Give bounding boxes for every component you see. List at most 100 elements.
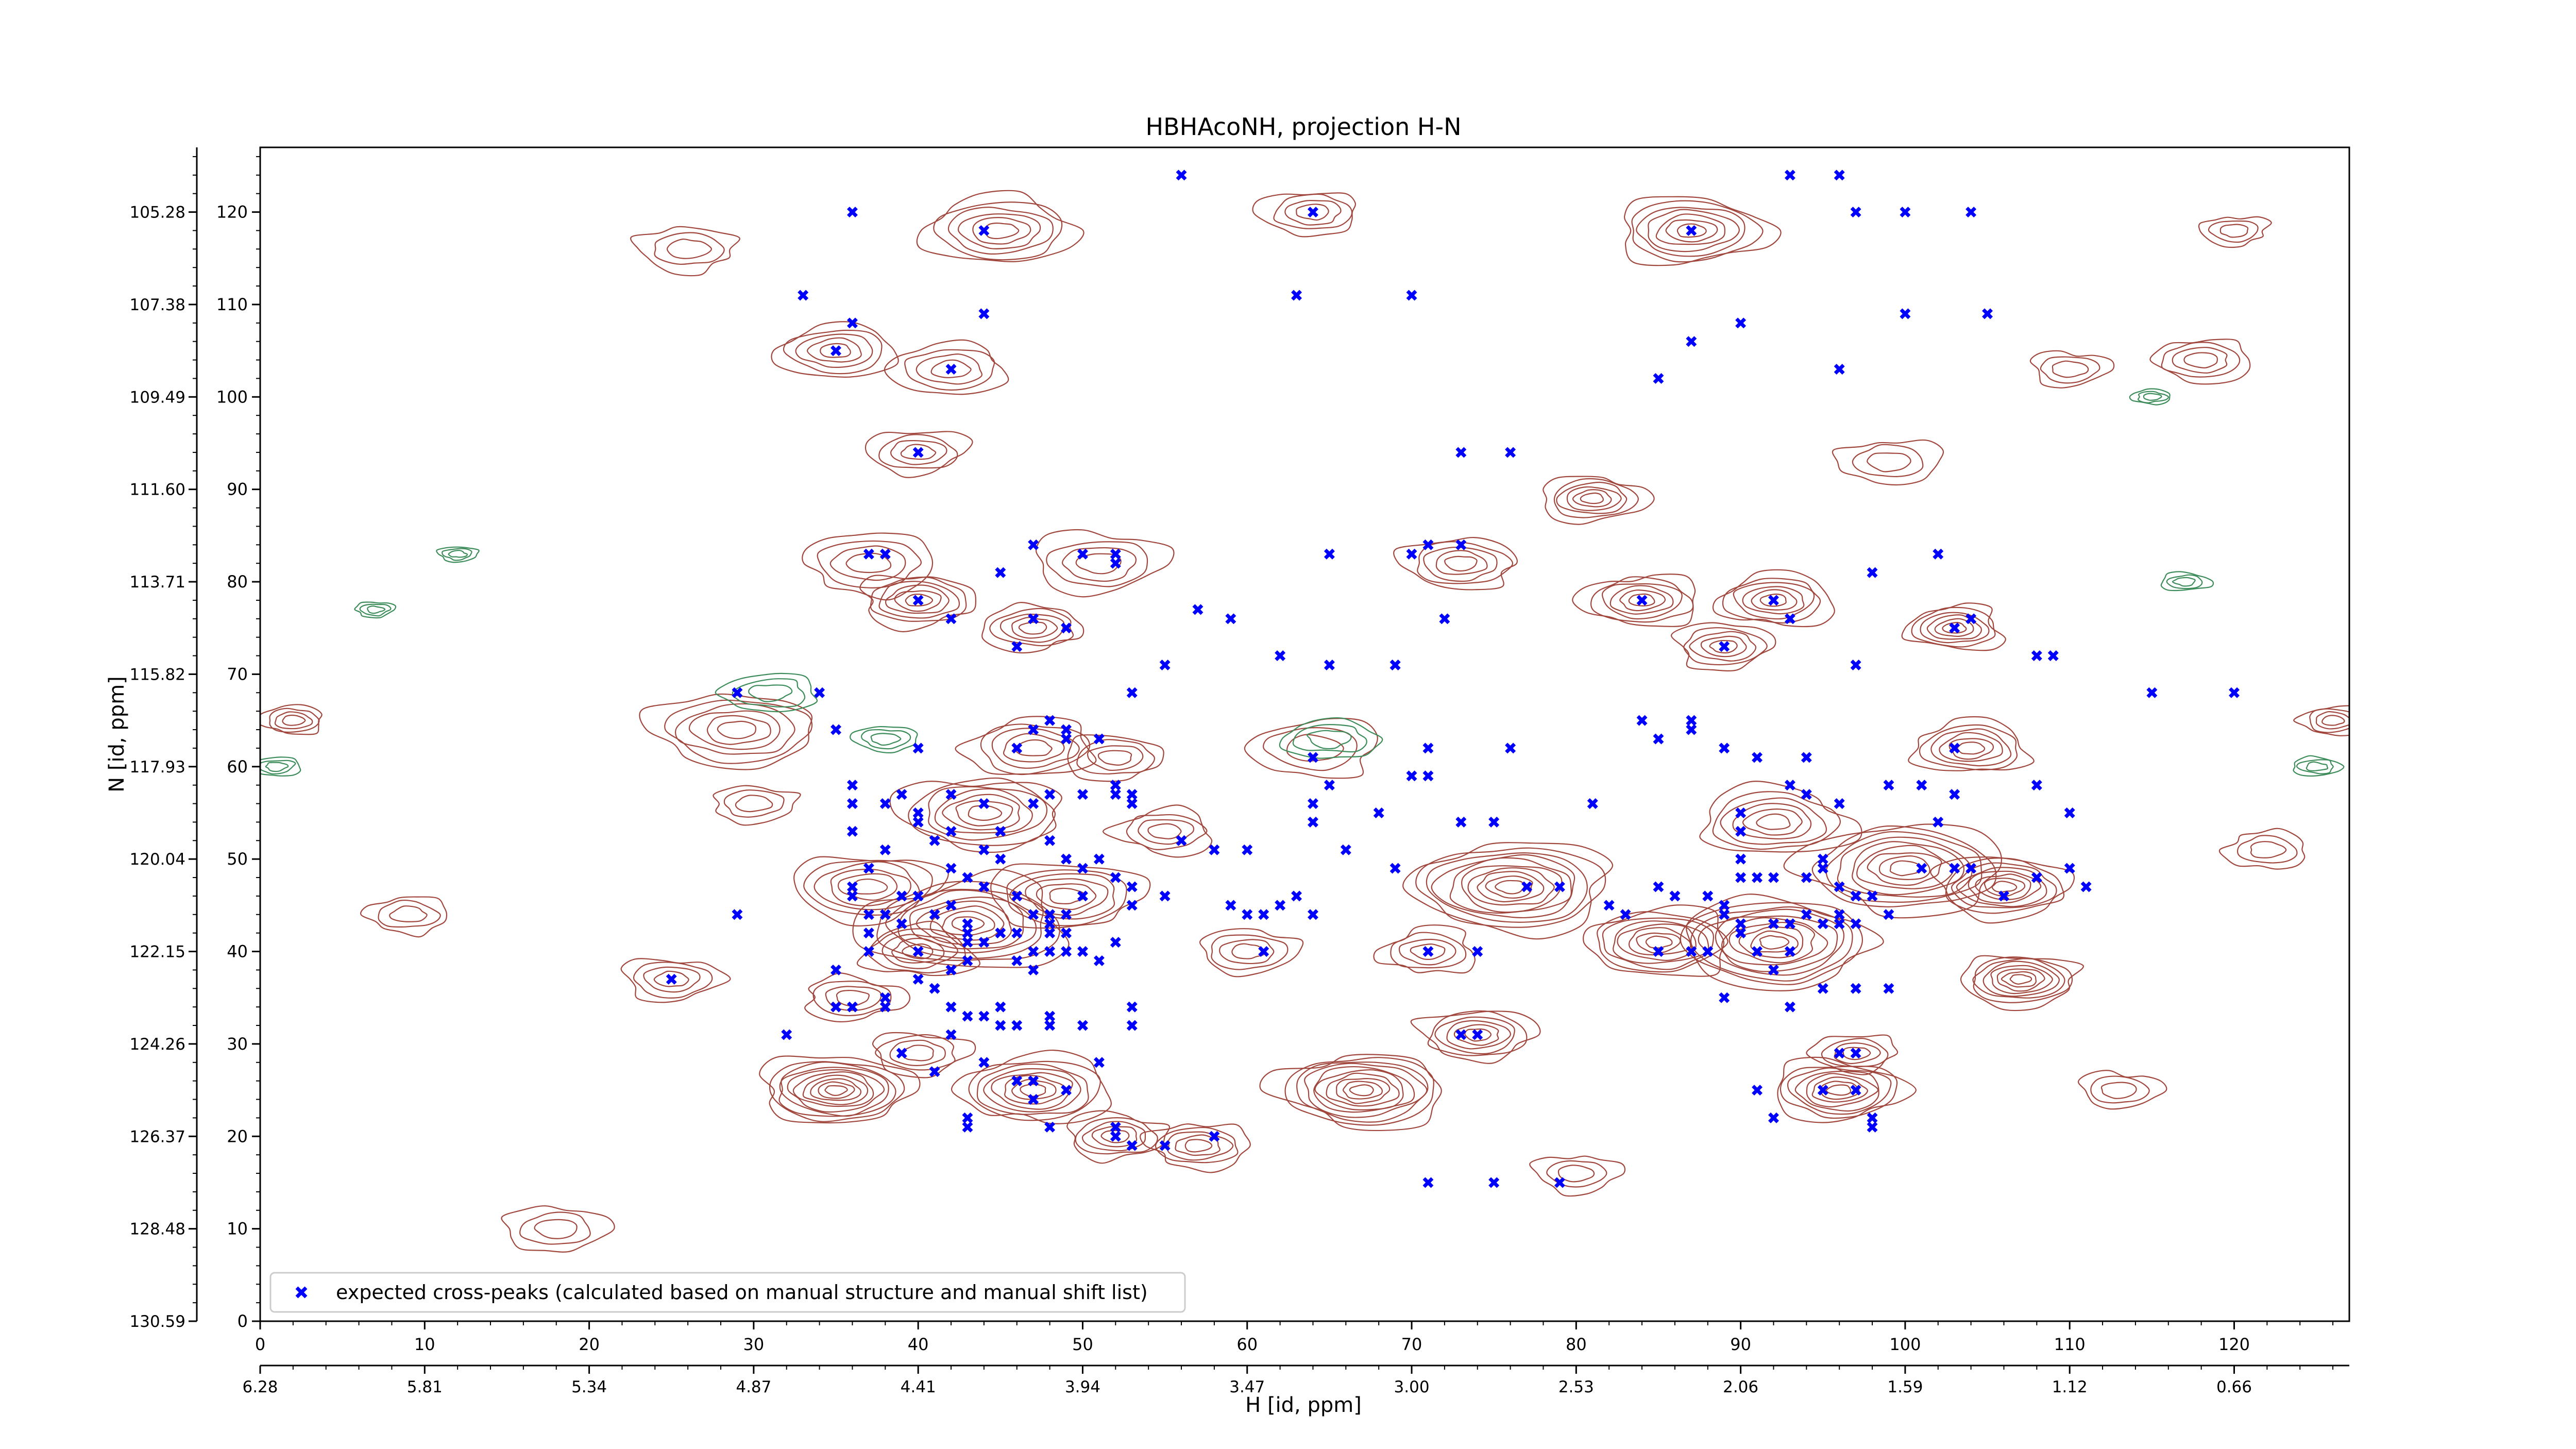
cross-peak-marker [962,918,973,930]
positive-contour [991,728,1080,769]
positive-contour [1939,732,2003,762]
positive-contour [889,780,1062,853]
positive-contour [991,1072,1073,1110]
x-ppm-tick-label: 2.53 [1558,1378,1594,1396]
cross-peak-marker [1422,1177,1434,1188]
positive-contour [1036,883,1097,911]
positive-contour [1175,1134,1221,1156]
cross-peak-marker [1061,909,1072,920]
cross-peak-marker [896,890,907,902]
positive-contour [1617,923,1697,961]
x-index-tick-label: 120 [2218,1335,2250,1354]
x-index-tick-label: 50 [1072,1335,1093,1354]
positive-contour [2100,1082,2137,1099]
y-index-tick-label: 0 [238,1311,248,1331]
y-ppm-tick-label: 111.60 [130,481,185,499]
cross-peak-marker [1784,918,1795,930]
cross-peak-marker [945,1029,957,1040]
positive-contour [2029,350,2115,389]
cross-peak-marker [1044,909,1056,920]
positive-contour [904,349,995,391]
positive-contour [1852,841,1965,896]
positive-contour [1435,550,1488,575]
positive-contour [1756,813,1791,830]
cross-peak-marker [1850,1085,1861,1096]
positive-contour [1011,617,1058,639]
positive-contour [837,873,898,901]
positive-contour [802,532,934,601]
positive-contour [852,868,1070,968]
positive-contour [1728,921,1815,964]
positive-contour [976,1063,1089,1115]
negative-contour [2172,577,2196,587]
positive-contour [2198,216,2272,248]
positive-contour [947,206,1054,255]
negative-contour [2306,761,2329,772]
cross-peak-marker [1455,539,1467,550]
cross-peak-marker [1702,946,1714,957]
cross-peak-marker [995,853,1006,865]
positive-contour [1720,797,1827,845]
positive-contour [787,1069,885,1113]
positive-contour [260,704,323,735]
cross-peak-marker [1801,909,1812,920]
positive-contour [1529,1155,1626,1197]
cross-peak-marker [2031,650,2042,662]
cross-peak-marker [995,825,1006,837]
cross-peak-marker [846,317,858,329]
cross-peak-marker [1307,798,1318,810]
y-index-tick-label: 20 [227,1126,248,1146]
positive-contour [1842,1047,1871,1060]
cross-peak-marker [1620,909,1631,920]
positive-contour [1628,593,1655,606]
cross-peak-marker [1768,595,1779,606]
positive-contour [2183,352,2218,368]
cross-peak-marker [1735,872,1747,883]
cross-peak-marker [945,825,957,837]
positive-contour [878,581,960,619]
cross-peak-marker [1686,336,1697,347]
cross-peak-marker [1900,308,1911,319]
cross-peak-marker [1735,317,1747,329]
x-ppm-tick-label: 1.12 [2052,1378,2088,1396]
cross-peak-marker [1209,844,1220,855]
positive-contour [845,552,892,574]
positive-contour [870,577,967,622]
y-ppm-tick-label: 109.49 [130,388,185,407]
positive-contour [829,545,906,581]
positive-contour [2077,1070,2167,1110]
positive-contour [1597,911,1728,973]
cross-peak-marker [1093,733,1105,745]
positive-contour [778,1062,896,1117]
positive-contour [1982,961,2060,997]
positive-contour [1343,1081,1383,1100]
cross-peak-marker [1258,946,1269,957]
positive-contour [783,329,883,375]
positive-contour [1671,622,1776,671]
positive-contour [713,785,801,826]
cross-peak-marker [1077,548,1088,560]
y-index-tick-label: 10 [227,1219,248,1239]
positive-contour [1184,1139,1213,1153]
positive-contour [1147,823,1182,839]
positive-contour [933,201,1063,261]
cross-peak-marker [2080,881,2092,892]
cross-peak-marker [962,1112,973,1123]
negative-contour [265,762,289,772]
cross-peak-marker [1850,659,1861,670]
cross-peak-marker [962,872,973,883]
cross-peak-marker [1982,308,1993,319]
cross-peak-marker [1686,225,1697,236]
x-index-tick-label: 60 [1236,1335,1258,1354]
positive-contour [1477,871,1545,903]
positive-contour [1076,739,1155,774]
cross-peak-marker [1686,715,1697,726]
x-index-tick-label: 0 [255,1335,265,1354]
positive-contour [1349,1084,1374,1097]
cross-peak-marker [1324,548,1335,560]
cross-peak-marker [1340,844,1351,855]
cross-peak-marker [831,1001,841,1013]
positive-contour [957,213,1041,249]
cross-peak-marker [666,973,677,985]
positive-contour [1867,452,1911,473]
